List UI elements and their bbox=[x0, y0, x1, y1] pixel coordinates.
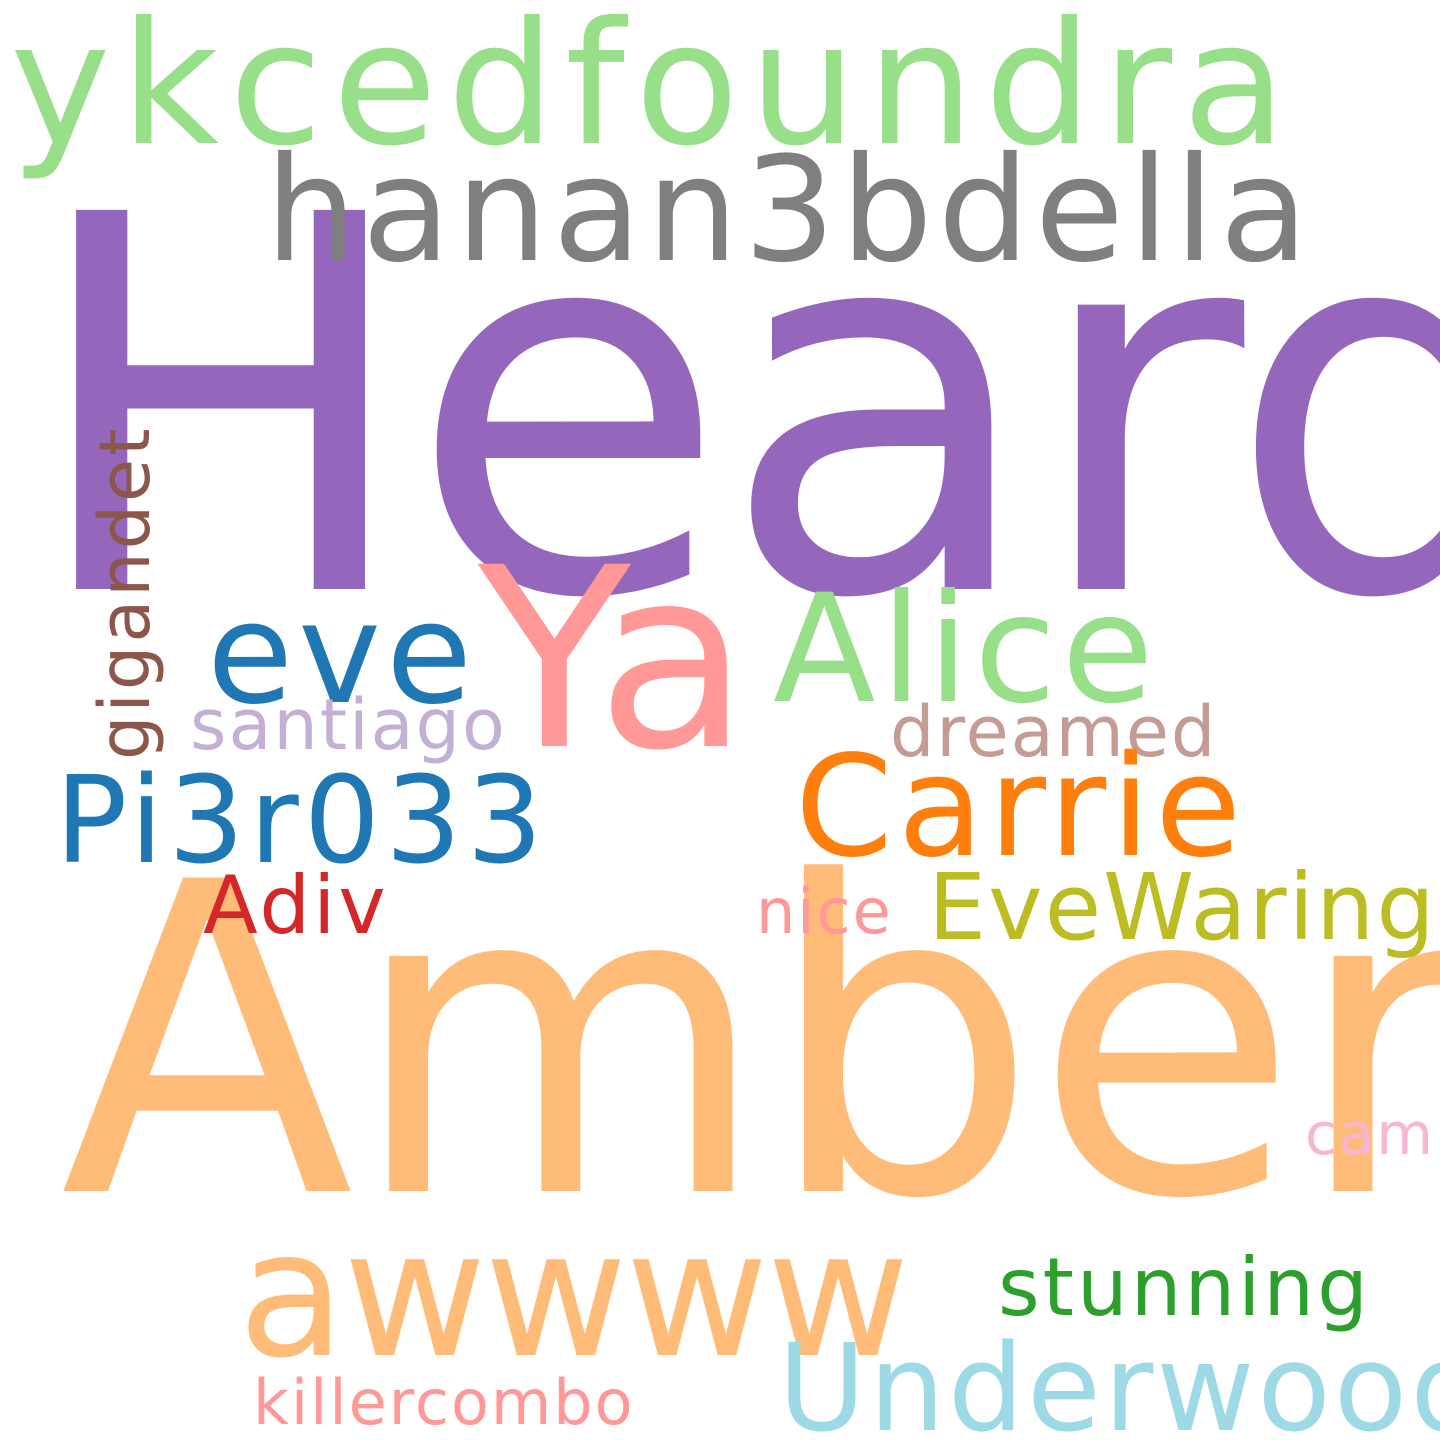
word-cam: cam bbox=[1305, 1100, 1435, 1168]
word-ya: Ya bbox=[478, 514, 750, 805]
word-gigandet: gigandet bbox=[84, 425, 166, 760]
word-stunning: stunning bbox=[998, 1241, 1371, 1334]
word-awwww: awwww bbox=[238, 1194, 910, 1397]
word-amber: Amber bbox=[60, 793, 1440, 1293]
word-killercombo: killercombo bbox=[253, 1366, 635, 1439]
word-santiago: santiago bbox=[190, 684, 507, 766]
word-eve: eve bbox=[207, 573, 478, 736]
word-adiv: Adiv bbox=[203, 859, 389, 952]
word-pi3r033: Pi3r033 bbox=[55, 752, 548, 891]
word-heard: Heard bbox=[25, 106, 1440, 712]
word-alice: Alice bbox=[773, 563, 1159, 737]
word-evewaring: EveWaring bbox=[928, 854, 1437, 961]
word-underwood: Underwood bbox=[778, 1320, 1440, 1440]
word-ykcedfoundra: ykcedfoundra bbox=[10, 0, 1297, 184]
word-hanan3bdella: hanan3bdella bbox=[265, 126, 1314, 295]
word-carrie: Carrie bbox=[795, 726, 1247, 889]
word-nice: nice bbox=[756, 875, 893, 948]
word-dreamed: dreamed bbox=[890, 691, 1218, 773]
